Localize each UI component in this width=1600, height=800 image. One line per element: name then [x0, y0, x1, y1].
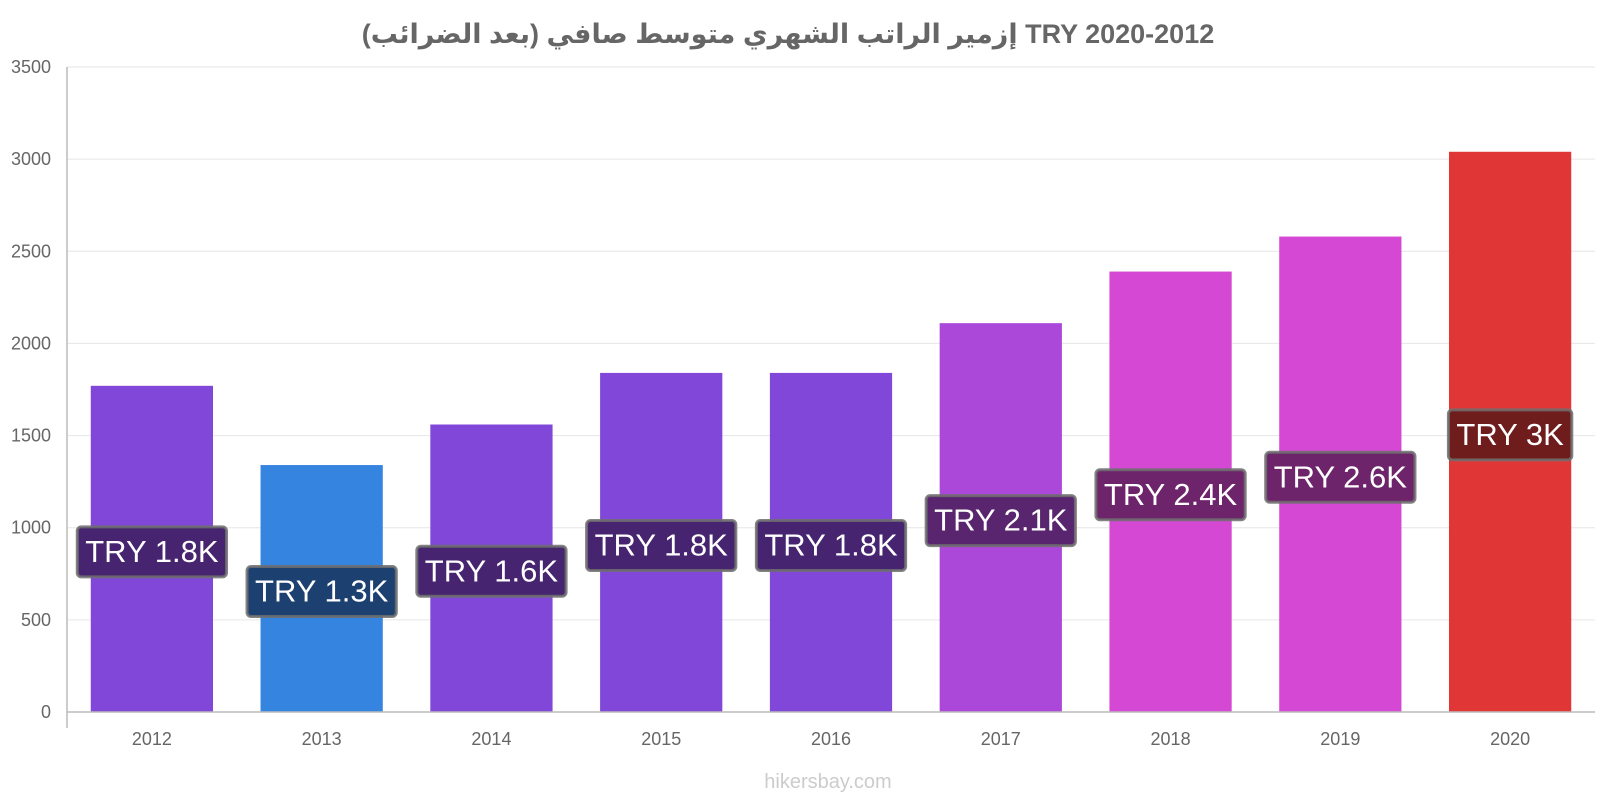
x-tick-label: 2016 — [811, 729, 851, 749]
data-label-2020: TRY 3K — [1446, 408, 1574, 462]
data-label-2012: TRY 1.8K — [75, 525, 229, 579]
data-label-2018: TRY 2.4K — [1094, 468, 1247, 522]
chart-title: إزمير الراتب الشهري متوسط صافي (بعد الضر… — [362, 19, 1214, 50]
data-label-box — [754, 518, 908, 572]
data-labels: TRY 1.8K TRY 1.3K TRY 1.6K TRY 1.8K TRY 1.8K… — [75, 408, 1574, 619]
data-label-box — [585, 518, 738, 572]
x-tick-label: 2012 — [132, 729, 172, 749]
x-tick-label: 2020 — [1490, 729, 1530, 749]
y-axis-ticks: 0 500 1000 1500 2000 2500 3000 3500 — [11, 57, 51, 722]
data-label-box — [1446, 408, 1574, 462]
y-tick-label: 1000 — [11, 518, 51, 538]
data-label-box — [415, 544, 568, 598]
data-label-box — [1094, 468, 1247, 522]
data-label-2019: TRY 2.6K — [1264, 450, 1417, 504]
y-tick-label: 500 — [21, 610, 51, 630]
data-label-text: TRY 3K — [1456, 417, 1564, 452]
data-label-2015: TRY 1.8K — [585, 518, 738, 572]
x-tick-label: 2018 — [1151, 729, 1191, 749]
y-tick-label: 2500 — [11, 241, 51, 261]
data-label-text: TRY 2.6K — [1274, 459, 1408, 494]
y-tick-label: 1500 — [11, 426, 51, 446]
data-label-text: TRY 1.8K — [85, 534, 219, 569]
data-label-2016: TRY 1.8K — [754, 518, 908, 572]
data-label-2017: TRY 2.1K — [924, 494, 1077, 548]
x-tick-label: 2013 — [302, 729, 342, 749]
y-tick-label: 0 — [41, 702, 51, 722]
data-label-text: TRY 1.8K — [595, 527, 729, 562]
y-tick-label: 3000 — [11, 149, 51, 169]
data-label-text: TRY 1.8K — [764, 527, 898, 562]
footer-source: hikersbay.com — [764, 771, 891, 793]
axes — [66, 67, 1595, 728]
data-label-box — [75, 525, 229, 579]
data-label-2014: TRY 1.6K — [415, 544, 568, 598]
data-label-box — [245, 565, 398, 619]
data-label-text: TRY 2.1K — [934, 503, 1068, 538]
data-label-box — [1264, 450, 1417, 504]
y-tick-label: 2000 — [11, 333, 51, 353]
x-tick-label: 2015 — [641, 729, 681, 749]
x-tick-label: 2017 — [981, 729, 1021, 749]
x-tick-label: 2019 — [1320, 729, 1360, 749]
data-label-text: TRY 2.4K — [1104, 477, 1238, 512]
x-axis-ticks: 2012 2013 2014 2015 2016 2017 2018 2019 2020 — [132, 729, 1530, 749]
data-label-text: TRY 1.3K — [255, 574, 389, 609]
y-tick-label: 3500 — [11, 57, 51, 77]
data-label-2013: TRY 1.3K — [245, 565, 398, 619]
data-label-text: TRY 1.6K — [425, 553, 559, 588]
data-label-box — [924, 494, 1077, 548]
bars — [90, 151, 1572, 713]
x-tick-label: 2014 — [471, 729, 511, 749]
